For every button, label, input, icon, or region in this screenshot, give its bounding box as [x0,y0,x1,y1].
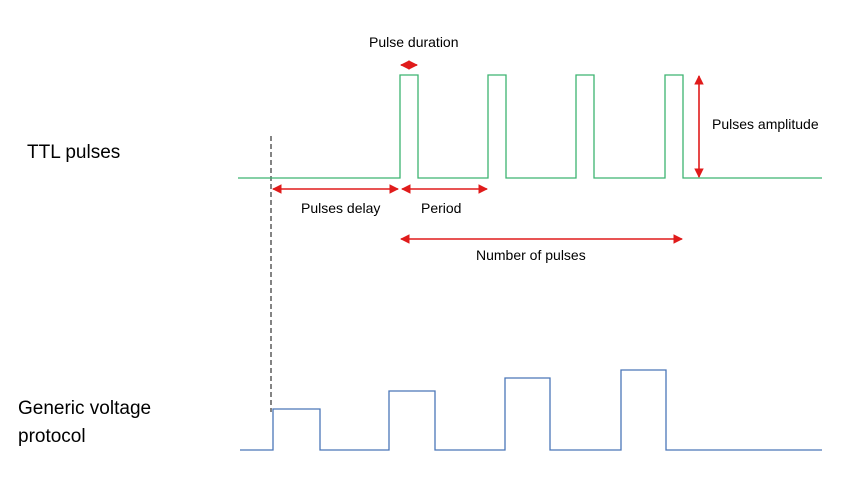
ttl-pulses-label: TTL pulses [27,142,120,163]
period-label: Period [421,200,461,216]
number-of-pulses-label: Number of pulses [476,247,586,263]
pulses-amplitude-label: Pulses amplitude [712,116,819,132]
generic-voltage-label-line1: Generic voltage [18,398,151,419]
generic-voltage-label-line2: protocol [18,426,86,447]
pulses-delay-label: Pulses delay [301,200,380,216]
generic-voltage-trace [240,369,822,451]
ttl-pulse-trace [238,74,822,179]
pulse-duration-label: Pulse duration [369,34,459,50]
